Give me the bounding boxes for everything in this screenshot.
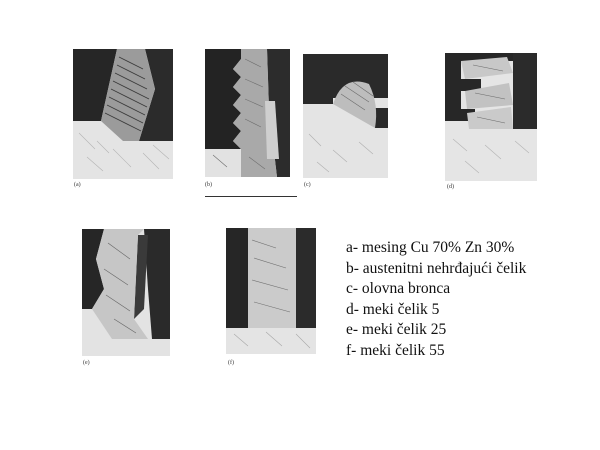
legend-item-c: c- olovna bronca (346, 280, 451, 297)
legend-item-e: e- meki čelik 25 (346, 321, 447, 338)
micrograph-c (303, 54, 388, 178)
micrograph-d (445, 53, 537, 181)
micrograph-b (205, 49, 290, 177)
caption-f: (f) (228, 360, 234, 366)
legend-item-a: a- mesing Cu 70% Zn 30% (346, 239, 515, 256)
caption-a: (a) (74, 182, 81, 188)
legend-item-f: f- meki čelik 55 (346, 341, 445, 359)
underline-rule (205, 196, 297, 197)
micrograph-e (82, 229, 170, 356)
caption-d: (d) (447, 184, 454, 190)
legend-item-b: b- austenitni nehrđajući čelik (346, 259, 527, 277)
caption-c: (c) (304, 182, 311, 188)
legend-item-d: d- meki čelik 5 (346, 300, 440, 318)
legend-list: a- mesing Cu 70% Zn 30% b- austenitni ne… (346, 238, 526, 361)
caption-b: (b) (205, 182, 212, 188)
micrograph-f (226, 228, 316, 354)
micrograph-a (73, 49, 173, 179)
caption-e: (e) (83, 360, 90, 366)
